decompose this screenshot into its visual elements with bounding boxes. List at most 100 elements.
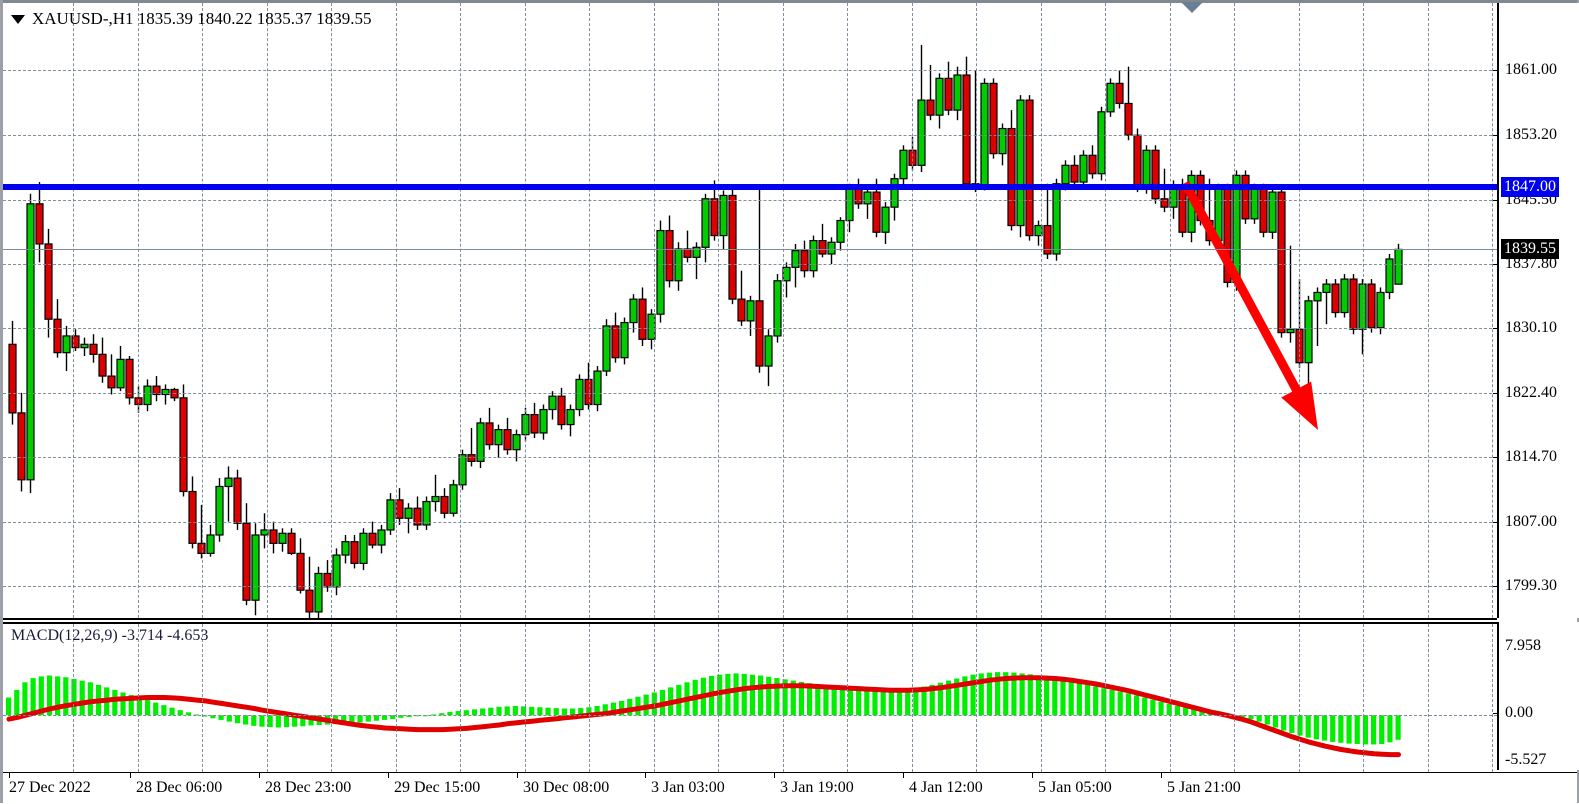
- macd-histogram-bar: [120, 692, 126, 716]
- macd-histogram-bar: [1109, 689, 1115, 716]
- price-vgridline: [1105, 3, 1106, 618]
- macd-histogram-bar: [1338, 715, 1344, 743]
- candle-body: [656, 229, 665, 315]
- macd-histogram-bar: [986, 672, 993, 716]
- time-axis-label: 27 Dec 2022: [9, 779, 91, 796]
- price-chart-pane[interactable]: XAUUSD-,H1 1835.39 1840.22 1835.37 1839.…: [3, 3, 1497, 620]
- triangle-down-icon[interactable]: [11, 14, 25, 24]
- macd-histogram-bar: [275, 715, 281, 728]
- candle-body: [35, 203, 44, 245]
- macd-histogram-bar: [905, 689, 911, 716]
- price-vgridline: [976, 3, 977, 618]
- time-axis-tick: [388, 773, 389, 778]
- macd-axis-label: -5.527: [1505, 751, 1547, 768]
- price-plot-area[interactable]: [3, 3, 1497, 618]
- candle-body: [953, 74, 962, 111]
- macd-vgridline: [654, 624, 655, 772]
- price-vgridline: [783, 3, 784, 618]
- candle-body: [1016, 99, 1025, 227]
- macd-histogram-bar: [300, 715, 306, 727]
- macd-histogram-bar: [87, 682, 93, 716]
- arrow-head: [1281, 381, 1318, 430]
- macd-histogram-bar: [259, 715, 265, 727]
- candle-body: [1241, 174, 1250, 220]
- candle-body: [1322, 283, 1331, 294]
- price-vgridline: [718, 3, 719, 618]
- macd-histogram-bar: [1256, 715, 1262, 722]
- macd-histogram-bar: [937, 682, 943, 716]
- macd-histogram-bar: [1354, 715, 1360, 745]
- candle-body: [1151, 149, 1160, 200]
- price-vgridline: [202, 3, 203, 618]
- macd-histogram-bar: [1191, 709, 1197, 716]
- resistance-price-label[interactable]: 1847.00: [1501, 177, 1559, 198]
- macd-label: MACD(12,26,9) -3.714 -4.653: [11, 627, 209, 644]
- last-price-label[interactable]: 1839.55: [1501, 239, 1559, 260]
- candle-body: [1313, 291, 1322, 302]
- macd-histogram-bar: [954, 678, 960, 716]
- resistance-line-1847[interactable]: [3, 184, 1497, 191]
- macd-histogram-bar: [210, 715, 216, 719]
- candle-body: [17, 412, 26, 481]
- time-axis-label: 30 Dec 08:00: [523, 779, 610, 796]
- macd-histogram-bar: [1044, 676, 1050, 716]
- candle-body: [998, 127, 1007, 155]
- macd-histogram-bar: [1076, 683, 1082, 716]
- candle-body: [836, 219, 845, 243]
- candle-body: [647, 313, 656, 340]
- macd-axis-label: 0.00: [1505, 704, 1533, 722]
- macd-histogram-bar: [55, 676, 61, 716]
- macd-histogram-bar: [455, 711, 461, 716]
- price-vgridline: [847, 3, 848, 618]
- candle-body: [413, 507, 422, 526]
- macd-histogram-bar: [22, 682, 28, 716]
- bearish-arrow-annotation[interactable]: [3, 3, 1497, 618]
- candle-body: [1052, 183, 1061, 255]
- price-vgridline: [1363, 3, 1364, 618]
- candle-body: [773, 280, 782, 337]
- macd-histogram-bar: [463, 710, 469, 716]
- candle-body: [260, 529, 269, 536]
- macd-histogram-bar: [439, 713, 445, 716]
- time-axis-tick: [130, 773, 131, 778]
- macd-histogram-bar: [864, 689, 870, 716]
- macd-histogram-bar: [381, 715, 388, 720]
- candle-body: [44, 243, 53, 320]
- macd-histogram-bar: [251, 715, 257, 726]
- time-axis-tick: [259, 773, 260, 778]
- candle-body: [719, 194, 728, 237]
- macd-histogram-bar: [520, 706, 527, 716]
- macd-histogram-bar: [185, 712, 192, 716]
- macd-histogram-bar: [341, 715, 347, 724]
- candle-body: [386, 499, 395, 531]
- price-vgridline: [138, 3, 139, 618]
- macd-histogram-bar: [1387, 715, 1393, 743]
- macd-plot-area[interactable]: [3, 624, 1497, 772]
- macd-indicator-pane[interactable]: MACD(12,26,9) -3.714 -4.653: [3, 622, 1497, 774]
- candle-body: [1025, 99, 1034, 237]
- price-gridline: [3, 586, 1497, 587]
- candle-body: [899, 149, 908, 180]
- macd-histogram-bar: [896, 690, 903, 716]
- macd-histogram-bar: [627, 698, 633, 716]
- price-axis-scale[interactable]: 1861.00 1853.20 1845.50 1837.80 1830.10 1822.…: [1493, 3, 1579, 618]
- candle-body: [1061, 164, 1070, 185]
- macd-histogram-bar: [880, 690, 886, 716]
- macd-axis-scale[interactable]: 7.958 0.00 -5.527: [1493, 622, 1579, 770]
- candle-body: [485, 422, 494, 446]
- price-axis-tick: [1493, 70, 1499, 71]
- candle-body: [1376, 291, 1385, 329]
- macd-histogram-bar: [161, 705, 167, 716]
- macd-histogram-bar: [782, 679, 788, 716]
- candle-body: [458, 454, 467, 486]
- window-frame-top: [0, 0, 1579, 3]
- macd-histogram-bar: [790, 680, 796, 716]
- time-axis[interactable]: 27 Dec 2022 28 Dec 06:00 28 Dec 23:00 29 De…: [3, 772, 1577, 804]
- macd-histogram-bar: [529, 706, 535, 716]
- candle-body: [1106, 82, 1115, 113]
- candle-body: [503, 429, 512, 451]
- macd-histogram-bar: [1264, 715, 1270, 725]
- macd-histogram-bar: [193, 714, 200, 716]
- candle-body: [98, 353, 107, 377]
- macd-histogram-bar: [79, 680, 85, 716]
